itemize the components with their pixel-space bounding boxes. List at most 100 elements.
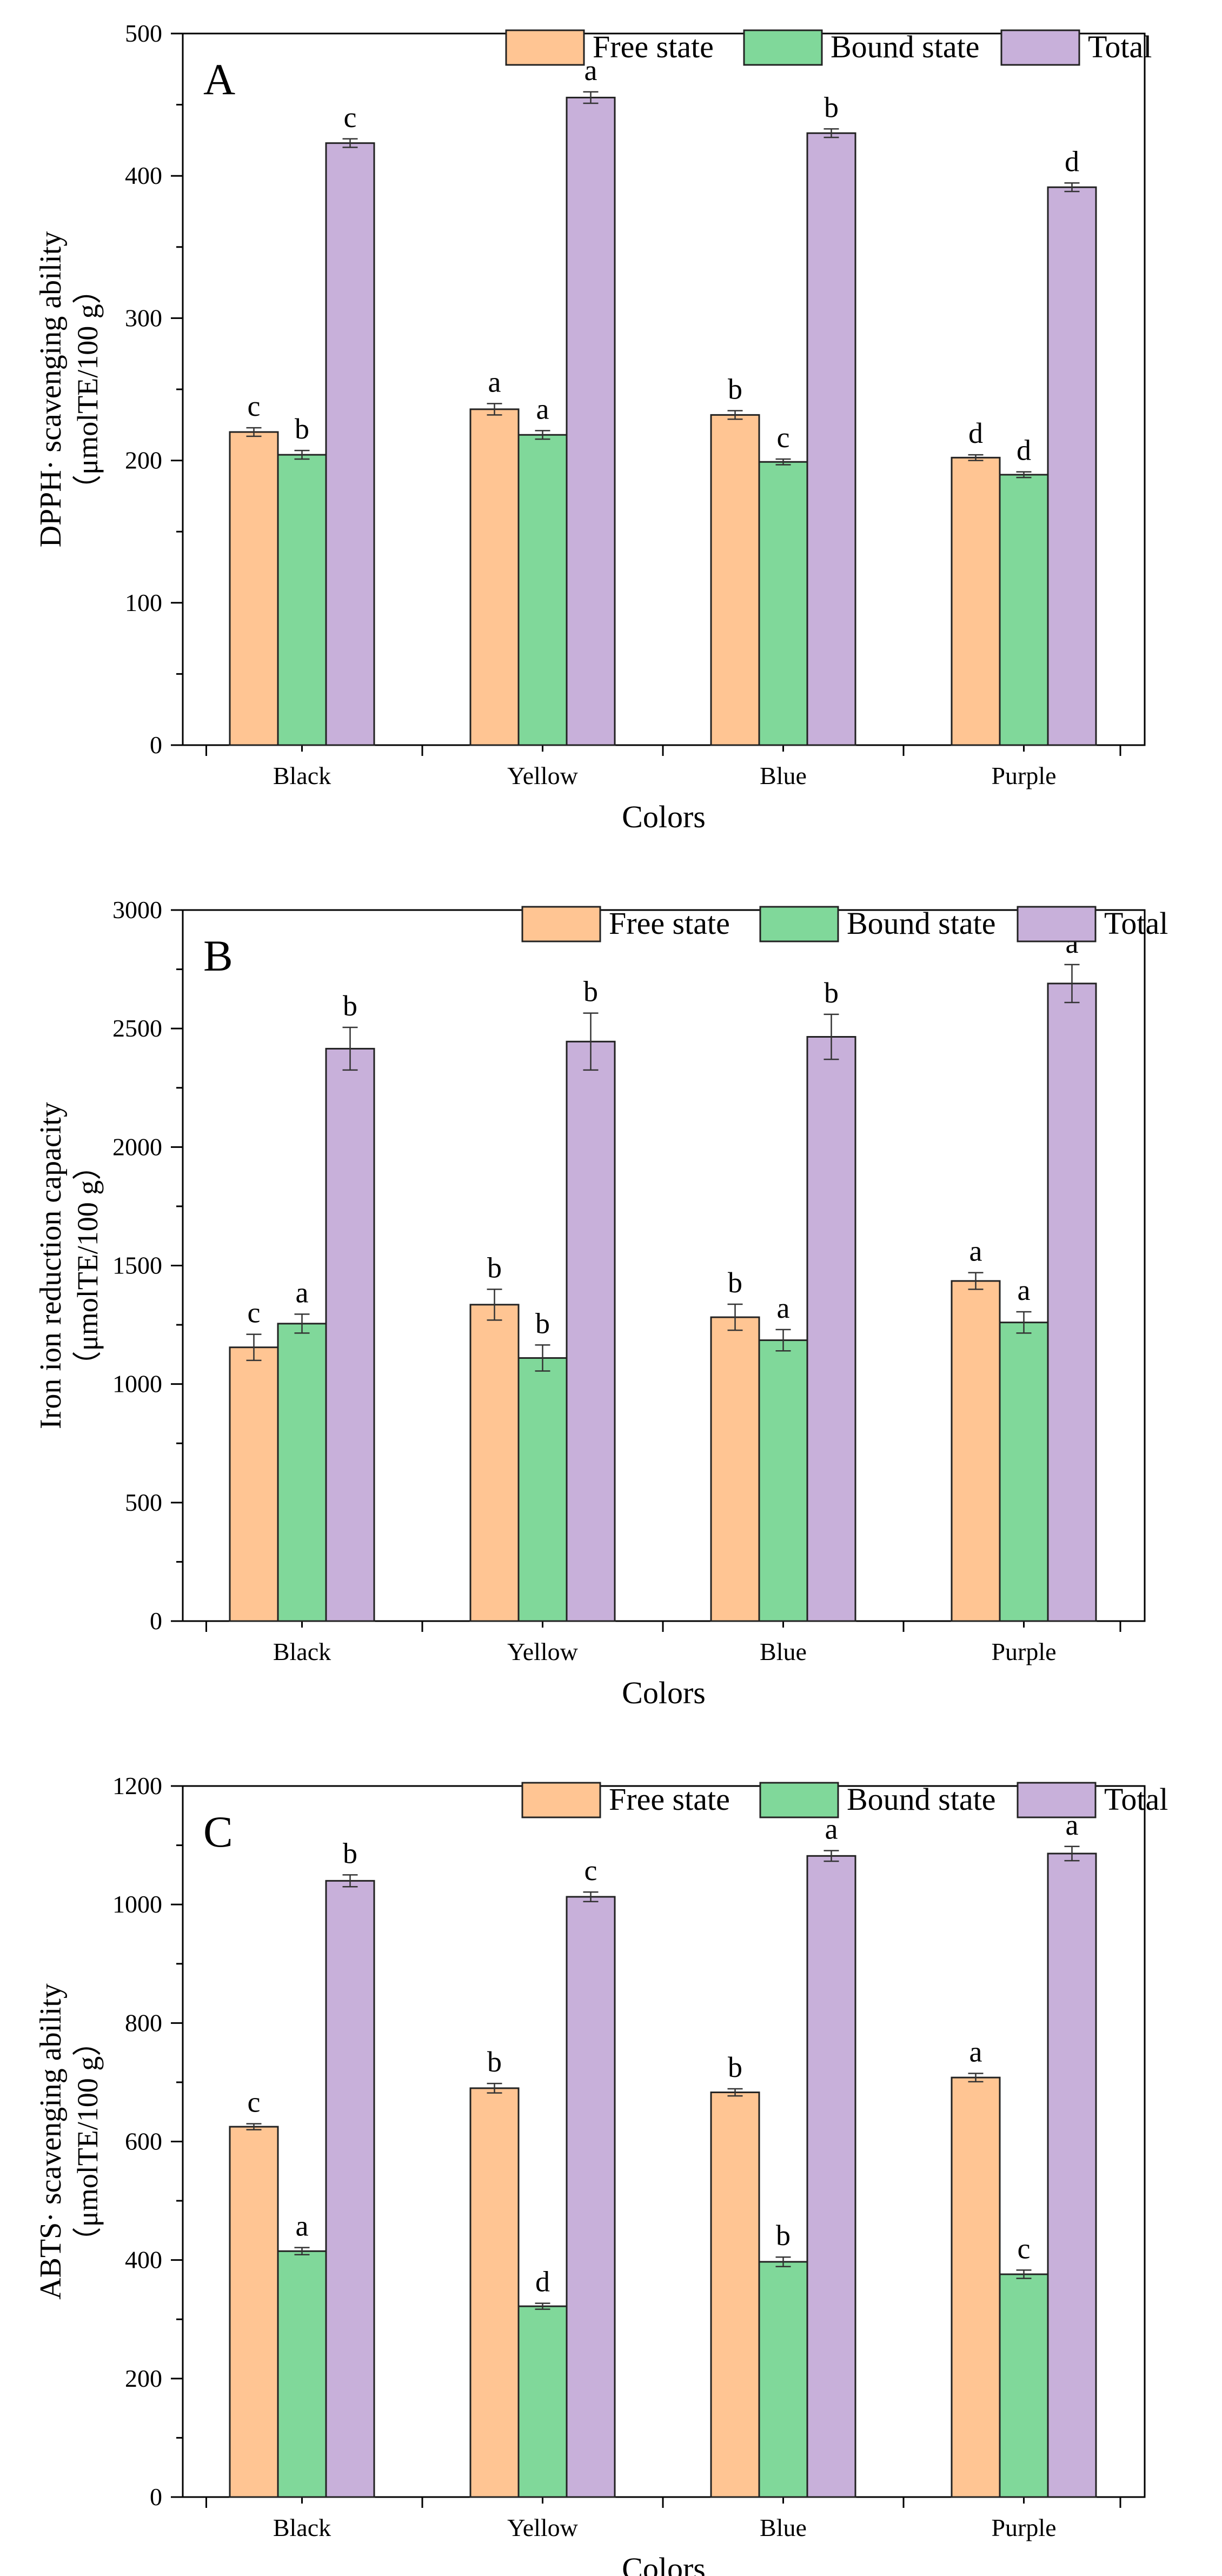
x-tick-label-black: Black xyxy=(273,2514,331,2541)
bar-free-yellow xyxy=(469,408,520,746)
x-axis-title: Colors xyxy=(622,799,706,834)
bar-total-black xyxy=(325,142,375,746)
y-tick-label: 600 xyxy=(125,2128,162,2155)
bar-bound-yellow xyxy=(517,2305,568,2498)
significance-letter: c xyxy=(585,1854,597,1887)
bar-bound-blue xyxy=(758,461,808,746)
y-tick-label: 3000 xyxy=(112,896,162,924)
bar-total-purple xyxy=(1047,982,1097,1622)
bar-bound-purple xyxy=(999,1322,1049,1622)
significance-letter: b xyxy=(728,2051,742,2083)
legend-label-total: Total xyxy=(1088,29,1152,64)
y-axis-unit: （μmolTE/100 g） xyxy=(71,1151,104,1380)
y-axis-unit: （μmolTE/100 g） xyxy=(71,275,104,503)
significance-letter: b xyxy=(728,1266,742,1299)
significance-letter: b xyxy=(487,1251,502,1284)
x-tick-label-yellow: Yellow xyxy=(507,2514,579,2541)
significance-letter: a xyxy=(296,2210,309,2242)
y-axis-title: Iron ion reduction capacity xyxy=(34,1102,68,1429)
bar-bound-blue xyxy=(758,1339,808,1622)
bar-bound-black xyxy=(277,2250,327,2498)
significance-letter: b xyxy=(824,91,839,123)
y-tick-label: 2500 xyxy=(112,1014,162,1042)
bar-bound-purple xyxy=(999,474,1049,746)
significance-letter: a xyxy=(585,54,597,87)
legend-label-bound: Bound state xyxy=(847,906,995,941)
significance-letter: b xyxy=(487,2046,502,2078)
y-tick-label: 1000 xyxy=(112,1370,162,1398)
legend-swatch-bound xyxy=(759,906,839,942)
bar-free-blue xyxy=(710,2092,760,2498)
legend-swatch-free xyxy=(505,29,585,66)
legend-swatch-free xyxy=(521,1782,601,1818)
y-tick-label: 0 xyxy=(150,2483,162,2511)
y-tick-label: 100 xyxy=(125,589,162,616)
y-axis-title: DPPH· scavenging ability xyxy=(34,231,68,548)
significance-letter: c xyxy=(248,2086,261,2119)
x-tick-label-purple: Purple xyxy=(991,1638,1056,1665)
x-tick-label-blue: Blue xyxy=(760,2514,807,2541)
significance-letter: c xyxy=(248,390,261,422)
significance-letter: d xyxy=(968,417,983,449)
x-tick-label-blue: Blue xyxy=(760,762,807,789)
bar-bound-blue xyxy=(758,2261,808,2498)
bar-bound-black xyxy=(277,454,327,746)
legend-swatch-total xyxy=(1017,1782,1097,1818)
significance-letter: b xyxy=(583,975,598,1008)
y-tick-label: 200 xyxy=(125,2365,162,2392)
panel-label: B xyxy=(203,931,233,980)
y-tick-label: 0 xyxy=(150,1607,162,1635)
significance-letter: a xyxy=(296,1276,309,1309)
x-tick-label-black: Black xyxy=(273,1638,331,1665)
panel-label: A xyxy=(203,55,235,104)
x-tick-label-purple: Purple xyxy=(991,762,1056,789)
bar-free-blue xyxy=(710,414,760,746)
y-tick-label: 2000 xyxy=(112,1133,162,1160)
significance-letter: b xyxy=(343,1837,357,1869)
legend-swatch-free xyxy=(521,906,601,942)
bar-total-purple xyxy=(1047,186,1097,746)
chart-panel-c: 0 200 400 600 800 1000 1200 Black Yellow Blue Purp… xyxy=(34,1772,1168,2576)
legend-swatch-bound xyxy=(743,29,823,66)
y-tick-label: 1000 xyxy=(112,1890,162,1918)
legend-label-free: Free state xyxy=(593,29,714,64)
bar-total-yellow xyxy=(566,1896,616,2498)
chart-panel-b: 0 500 1000 1500 2000 2500 3000 Black Yellow Blue P… xyxy=(34,896,1168,1710)
bar-bound-yellow xyxy=(517,434,568,746)
bar-free-black xyxy=(229,431,279,746)
legend-label-total: Total xyxy=(1104,906,1168,941)
y-tick-label: 1200 xyxy=(112,1772,162,1800)
significance-letter: d xyxy=(535,2266,550,2298)
bar-bound-black xyxy=(277,1323,327,1622)
bar-free-purple xyxy=(951,1280,1001,1622)
legend-label-free: Free state xyxy=(609,1782,730,1817)
bar-free-black xyxy=(229,1346,279,1622)
bar-total-yellow xyxy=(566,1040,616,1622)
significance-letter: d xyxy=(1065,145,1079,177)
significance-letter: a xyxy=(969,2035,982,2068)
panel-label: C xyxy=(203,1807,233,1856)
significance-letter: a xyxy=(488,366,501,398)
legend-swatch-bound xyxy=(759,1782,839,1818)
y-tick-label: 200 xyxy=(125,447,162,474)
bar-total-blue xyxy=(806,1036,856,1622)
y-tick-label: 500 xyxy=(125,19,162,47)
bar-total-blue xyxy=(806,132,856,746)
x-tick-label-purple: Purple xyxy=(991,2514,1056,2541)
y-tick-label: 1500 xyxy=(112,1252,162,1279)
bar-bound-yellow xyxy=(517,1357,568,1622)
significance-letter: a xyxy=(969,1235,982,1267)
legend-label-free: Free state xyxy=(609,906,730,941)
significance-letter: d xyxy=(1017,434,1031,467)
significance-letter: c xyxy=(344,101,357,134)
chart-panel-a: 0 100 200 300 400 500 Black Yellow Blue Purple c a b… xyxy=(34,19,1152,834)
significance-letter: c xyxy=(777,421,790,454)
bar-free-purple xyxy=(951,2076,1001,2498)
significance-letter: b xyxy=(295,413,309,445)
bar-total-black xyxy=(325,1880,375,2498)
x-axis-title: Colors xyxy=(622,1675,706,1710)
bar-free-yellow xyxy=(469,1304,520,1622)
legend-label-bound: Bound state xyxy=(847,1782,995,1817)
y-tick-label: 800 xyxy=(125,2009,162,2036)
